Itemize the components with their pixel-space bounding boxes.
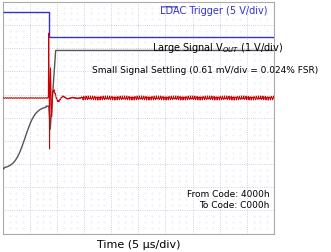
X-axis label: Time (5 μs/div): Time (5 μs/div) xyxy=(97,239,180,249)
Text: Large Signal V$_{OUT}$ (1 V/div): Large Signal V$_{OUT}$ (1 V/div) xyxy=(152,41,283,55)
Text: From Code: 4000h
To Code: C000h: From Code: 4000h To Code: C000h xyxy=(187,190,270,209)
Text: Small Signal Settling (0.61 mV/div = 0.024% FSR): Small Signal Settling (0.61 mV/div = 0.0… xyxy=(92,65,318,74)
Text: LDAC Trigger (5 V/div): LDAC Trigger (5 V/div) xyxy=(160,6,267,16)
